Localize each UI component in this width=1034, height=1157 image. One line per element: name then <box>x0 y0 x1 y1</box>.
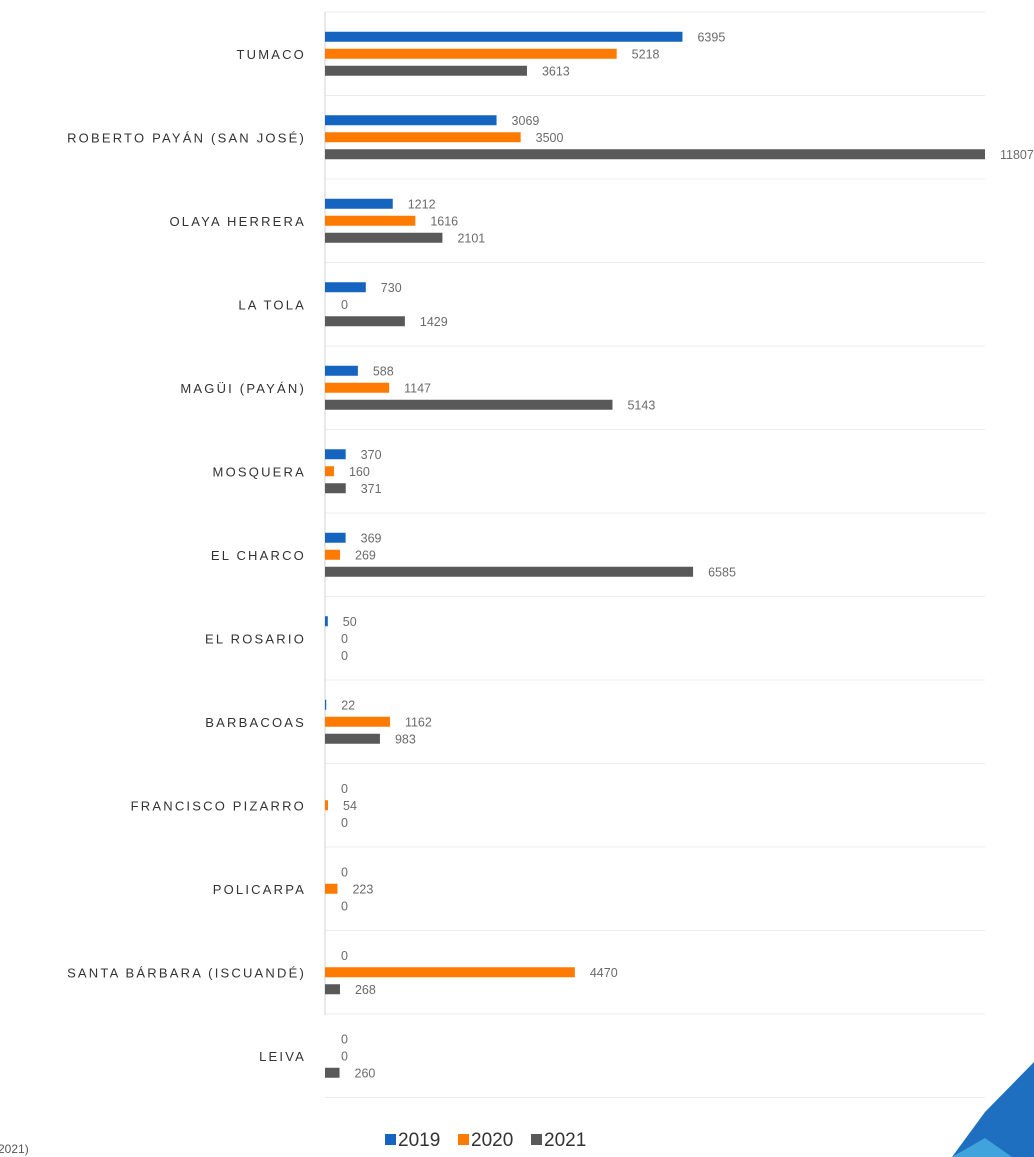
bar-2019 <box>325 365 358 376</box>
bar-2020 <box>325 466 334 477</box>
data-label: 1162 <box>405 715 432 729</box>
category-label: ROBERTO PAYÁN (SAN JOSÉ) <box>67 130 306 145</box>
data-label: 0 <box>341 782 348 796</box>
data-label: 371 <box>361 482 382 496</box>
category-label: OLAYA HERRERA <box>170 214 307 229</box>
bar-2020 <box>325 48 617 59</box>
data-label: 0 <box>341 649 348 663</box>
category-label: FRANCISCO PIZARRO <box>131 798 306 813</box>
data-label: 11807 <box>1000 148 1034 162</box>
category-label: TUMACO <box>236 47 306 62</box>
bar-2019 <box>325 532 346 543</box>
data-label: 369 <box>361 531 382 545</box>
legend: 2019 2020 2021 <box>385 1130 586 1151</box>
data-label: 1212 <box>408 197 436 211</box>
data-label: 0 <box>341 816 348 830</box>
data-label: 22 <box>341 698 355 712</box>
bar-2020 <box>325 382 390 393</box>
category-label: LA TOLA <box>238 297 306 312</box>
bar-2019 <box>325 616 328 627</box>
data-label: 4470 <box>590 966 618 980</box>
bar-2019 <box>325 699 327 710</box>
bar-2020 <box>325 716 390 727</box>
bar-2020 <box>325 549 341 560</box>
corner-highlight <box>952 1138 1012 1157</box>
data-label: 6585 <box>708 565 736 579</box>
data-label: 370 <box>361 448 382 462</box>
bar-2021 <box>325 1067 340 1078</box>
category-label: MAGÜI (PAYÁN) <box>180 381 306 396</box>
data-label: 0 <box>341 949 348 963</box>
corner-decoration <box>952 1062 1034 1157</box>
bar-2019 <box>325 115 497 126</box>
category-label: LEIVA <box>259 1049 306 1064</box>
data-label: 1429 <box>420 315 448 329</box>
source-note: 2021) <box>0 1142 29 1156</box>
legend-swatch-2019 <box>385 1134 396 1145</box>
bar-2019 <box>325 198 393 209</box>
data-label: 0 <box>341 1049 348 1063</box>
data-label: 223 <box>352 882 373 896</box>
data-label: 730 <box>381 281 402 295</box>
legend-swatch-2021 <box>531 1134 542 1145</box>
bar-2021 <box>325 232 443 243</box>
bar-2021 <box>325 566 694 577</box>
bar-2021 <box>325 733 380 744</box>
bar-2021 <box>325 984 340 995</box>
category-label: BARBACOAS <box>205 715 306 730</box>
bar-2021 <box>325 399 613 410</box>
bar-2019 <box>325 282 366 293</box>
data-label: 50 <box>343 615 357 629</box>
bar-2019 <box>325 449 346 460</box>
legend-entry: 2019 <box>398 1130 440 1151</box>
bar-2020 <box>325 132 521 143</box>
bar-2021 <box>325 65 527 76</box>
data-label: 0 <box>341 1032 348 1046</box>
corner-shape <box>952 1062 1034 1157</box>
data-label: 160 <box>349 465 370 479</box>
data-label: 5218 <box>632 47 660 61</box>
data-label: 1147 <box>404 381 431 395</box>
category-label: MOSQUERA <box>213 464 306 479</box>
bar-2021 <box>325 149 985 160</box>
bar-2021 <box>325 483 346 494</box>
legend-swatch-2020 <box>458 1134 469 1145</box>
legend-entry: 2021 <box>544 1130 586 1151</box>
data-label: 983 <box>395 732 416 746</box>
data-label: 0 <box>341 899 348 913</box>
data-label: 588 <box>373 364 394 378</box>
data-label: 0 <box>341 865 348 879</box>
bar-2021 <box>325 316 405 327</box>
bar-2020 <box>325 967 575 978</box>
data-label: 5143 <box>627 398 655 412</box>
data-label: 260 <box>355 1066 376 1080</box>
data-label: 0 <box>341 298 348 312</box>
data-label: 1616 <box>430 214 458 228</box>
bar-2020 <box>325 215 416 226</box>
category-label: EL ROSARIO <box>205 631 306 646</box>
data-label: 268 <box>355 983 376 997</box>
bar-2019 <box>325 31 683 42</box>
bar-2020 <box>325 800 329 811</box>
data-label: 0 <box>341 632 348 646</box>
data-labels: 6395 5218 3613 3069 3500 11807 1212 1616 2101 730… <box>341 30 1034 1080</box>
bar-2020 <box>325 883 338 894</box>
data-label: 3069 <box>512 114 540 128</box>
data-label: 3500 <box>536 131 564 145</box>
category-label: EL CHARCO <box>211 548 306 563</box>
data-label: 269 <box>355 548 376 562</box>
grid-lines <box>325 11 985 1098</box>
data-label: 3613 <box>542 64 570 78</box>
category-label: POLICARPA <box>213 882 306 897</box>
category-labels: TUMACO ROBERTO PAYÁN (SAN JOSÉ) OLAYA HERR… <box>67 47 307 1064</box>
bars <box>325 31 985 1078</box>
data-label: 2101 <box>457 231 485 245</box>
data-label: 6395 <box>697 30 725 44</box>
category-label: SANTA BÁRBARA (ISCUANDÉ) <box>67 965 306 980</box>
data-label: 54 <box>343 799 357 813</box>
legend-entry: 2020 <box>471 1130 513 1151</box>
